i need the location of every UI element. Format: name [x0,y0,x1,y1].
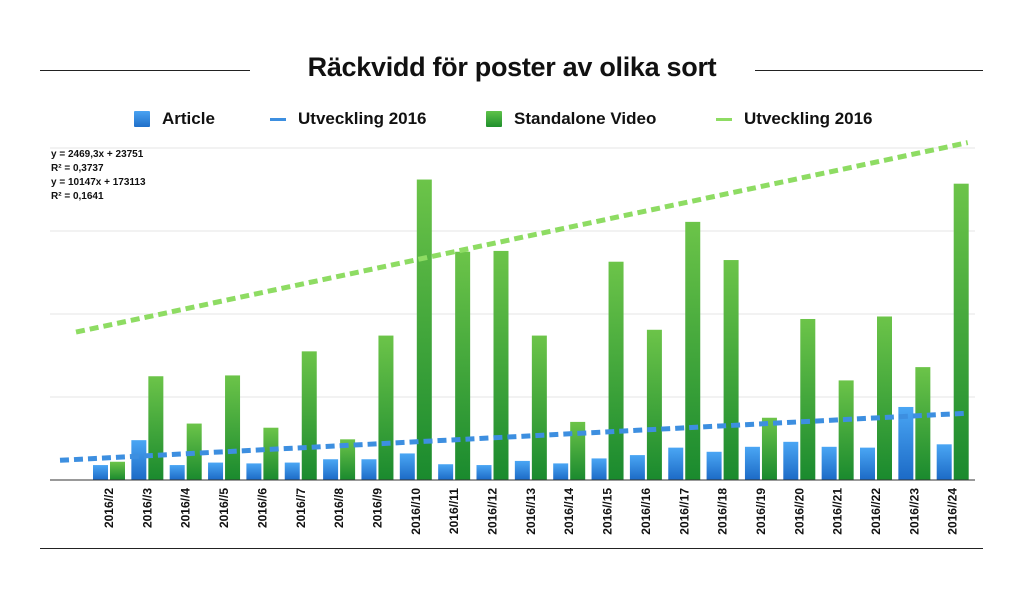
chart-title: Räckvidd för poster av olika sort [307,52,717,82]
bar-article [629,455,645,480]
x-tick-label: 2016//11 [447,488,461,534]
legend-item-article: Article [134,106,215,132]
bar-standalone-video [455,251,471,480]
x-tick-label: 2016//19 [754,488,768,535]
bar-standalone-video [378,335,394,480]
bar-article [361,459,377,480]
x-tick-label: 2016//20 [792,488,806,535]
bar-article [131,440,147,480]
bar-standalone-video [646,329,662,480]
bar-article [169,465,185,480]
bar-standalone-video [685,221,701,480]
legend-item-standalone-video: Standalone Video [486,106,656,132]
x-tick-label: 2016//15 [601,488,615,535]
x-tick-label: 2016//14 [562,488,576,535]
x-tick-label: 2016//24 [946,488,960,535]
legend-label-standalone-video: Standalone Video [514,109,657,128]
bar-article [438,464,454,480]
legend-label-article: Article [162,109,215,128]
title-rule-left [40,70,250,71]
x-tick-label: 2016//16 [639,488,653,535]
bar-standalone-video [723,260,739,480]
trend-equation-video: y = 10147x + 173113 [51,177,146,188]
bar-article [514,460,530,480]
bar-standalone-video [838,380,854,480]
bar-article [208,462,224,480]
trend-equation-article: y = 2469,3x + 23751 [51,149,144,160]
bar-article [476,465,492,480]
bar-article [246,463,262,480]
x-tick-label: 2016//17 [677,488,691,535]
bar-standalone-video [148,376,164,480]
bar-article [93,465,108,480]
bar-article [668,447,684,480]
x-tick-label: 2016//5 [217,488,231,528]
x-tick-label: 2016//7 [294,488,308,528]
bar-article [706,451,722,480]
bar-standalone-video [263,427,279,480]
legend-label-trend-article: Utveckling 2016 [298,109,427,128]
bar-article [553,463,569,480]
legend-swatch-article [134,111,150,127]
bar-standalone-video [915,367,931,480]
bar-article [744,446,760,480]
bar-standalone-video [531,335,547,480]
bar-article [898,406,914,480]
bar-article [936,444,952,480]
bar-standalone-video [570,421,586,480]
trend-r2-article: R² = 0,3737 [51,163,104,174]
bar-standalone-video [225,375,241,480]
x-tick-label: 2016//21 [831,488,845,535]
bar-standalone-video [110,461,125,480]
bar-article [323,459,339,480]
x-tick-label: 2016//13 [524,488,538,535]
bar-standalone-video [301,351,317,480]
bottom-rule [40,548,983,549]
legend-label-trend-video: Utveckling 2016 [744,109,873,128]
title-rule-right [755,70,983,71]
x-tick-label: 2016//2 [102,488,116,528]
bar-standalone-video [953,183,969,480]
bar-standalone-video [761,417,777,480]
x-tick-label: 2016//3 [140,488,154,528]
legend-swatch-trend-video [716,117,732,121]
bar-article [591,458,607,480]
bar-article [284,462,300,480]
legend-swatch-standalone-video [486,111,502,127]
x-tick-label: 2016//10 [409,488,423,535]
bar-article [821,446,837,480]
bar-article [399,453,415,480]
bar-article [860,447,875,480]
x-tick-label: 2016//9 [370,488,384,528]
bar-standalone-video [800,318,816,480]
bar-standalone-video [608,261,624,480]
x-tick-label: 2016//23 [907,488,921,535]
x-tick-label: 2016//22 [869,488,883,535]
bar-standalone-video [416,179,432,481]
legend-item-trend-article: Utveckling 2016 [270,106,427,132]
trendline-article [59,410,968,463]
legend-item-trend-video: Utveckling 2016 [716,106,873,132]
bar-standalone-video [493,250,509,480]
x-tick-label: 2016//4 [179,488,193,528]
x-tick-label: 2016//18 [716,488,730,535]
bar-standalone-video [877,316,892,480]
bar-article [783,441,799,480]
x-tick-label: 2016//12 [486,488,500,535]
trend-r2-video: R² = 0,1641 [51,191,104,202]
x-tick-label: 2016//8 [332,488,346,528]
x-tick-label: 2016//6 [255,488,269,528]
legend-swatch-trend-article [270,117,286,121]
bar-standalone-video [340,439,356,480]
trendline-standalone-video [75,140,969,335]
